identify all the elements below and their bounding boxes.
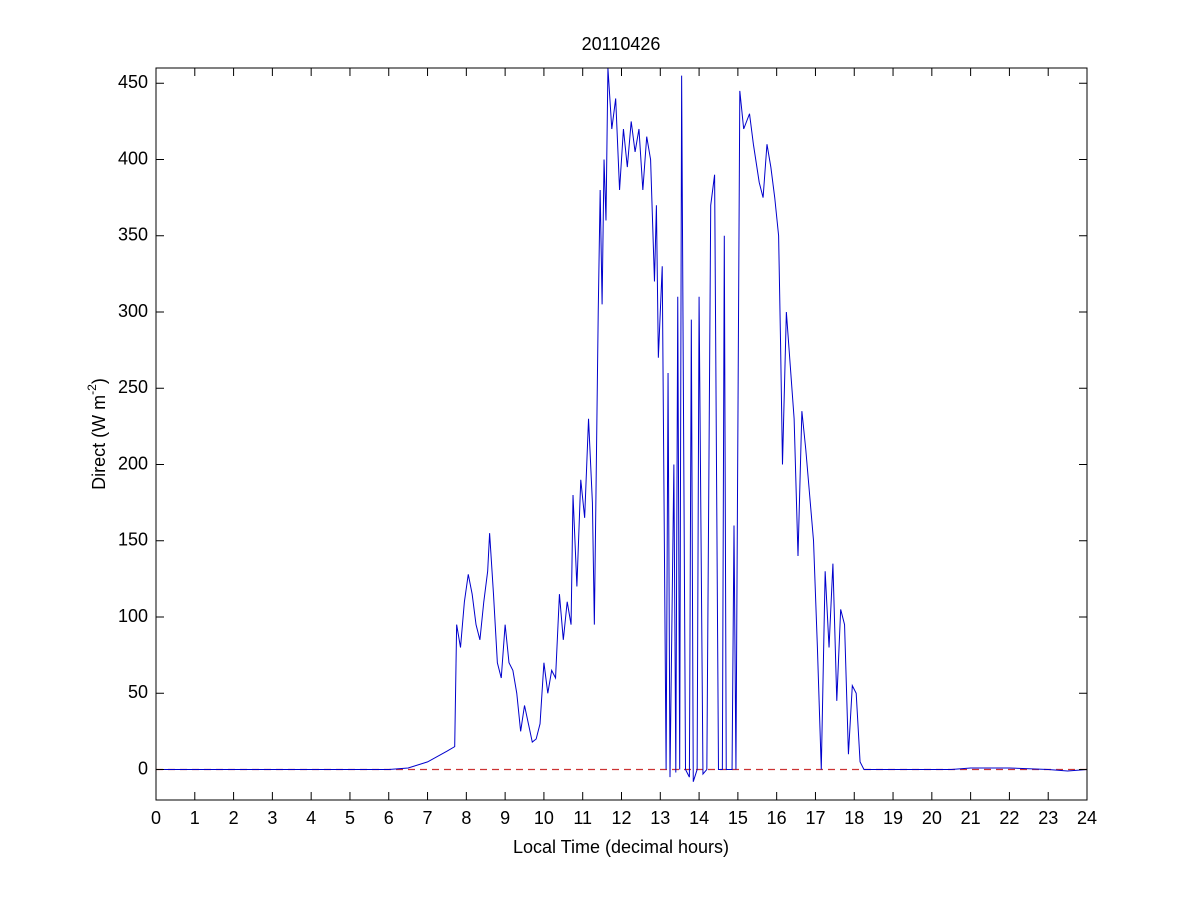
y-tick-label: 0: [138, 758, 148, 778]
x-tick-label: 16: [767, 808, 787, 828]
x-tick-label: 13: [650, 808, 670, 828]
x-tick-label: 6: [384, 808, 394, 828]
x-tick-label: 15: [728, 808, 748, 828]
x-tick-label: 2: [229, 808, 239, 828]
y-tick-label: 350: [118, 225, 148, 245]
x-tick-label: 1: [190, 808, 200, 828]
y-label-main: Direct (W m: [89, 395, 109, 490]
x-tick-label: 17: [805, 808, 825, 828]
x-tick-label: 7: [423, 808, 433, 828]
x-tick-label: 18: [844, 808, 864, 828]
y-tick-label: 300: [118, 301, 148, 321]
x-tick-label: 14: [689, 808, 709, 828]
x-tick-label: 22: [999, 808, 1019, 828]
x-tick-label: 23: [1038, 808, 1058, 828]
y-tick-label: 450: [118, 72, 148, 92]
x-tick-label: 12: [611, 808, 631, 828]
x-tick-label: 10: [534, 808, 554, 828]
x-tick-label: 11: [573, 808, 592, 828]
y-tick-label: 50: [128, 682, 148, 702]
x-tick-label: 4: [306, 808, 316, 828]
y-axis-label: Direct (W m-2): [85, 378, 109, 490]
y-tick-label: 250: [118, 377, 148, 397]
chart-title: 20110426: [582, 34, 661, 54]
x-tick-label: 5: [345, 808, 355, 828]
y-label-superscript: -2: [85, 384, 99, 395]
x-tick-label: 3: [267, 808, 277, 828]
x-tick-label: 8: [461, 808, 471, 828]
y-tick-label: 150: [118, 530, 148, 550]
x-axis-label: Local Time (decimal hours): [513, 837, 729, 857]
y-label-end: ): [89, 378, 109, 384]
x-tick-label: 21: [961, 808, 981, 828]
x-tick-label: 24: [1077, 808, 1097, 828]
x-tick-label: 9: [500, 808, 510, 828]
y-tick-label: 200: [118, 453, 148, 473]
y-tick-label: 400: [118, 148, 148, 168]
data-line: [156, 67, 1088, 782]
y-tick-label: 100: [118, 606, 148, 626]
x-tick-label: 0: [151, 808, 161, 828]
x-tick-label: 20: [922, 808, 942, 828]
x-tick-label: 19: [883, 808, 903, 828]
